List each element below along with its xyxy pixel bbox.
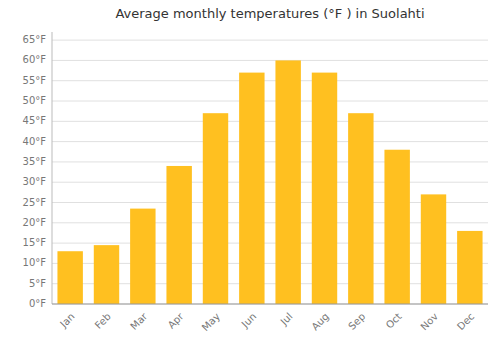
grid-line: [52, 182, 488, 183]
bar: [457, 231, 482, 304]
x-tick-label: Jun: [239, 311, 259, 331]
grid-line: [52, 304, 488, 305]
y-tick-label: 5°F: [29, 278, 46, 289]
grid-line: [52, 101, 488, 102]
bar: [57, 251, 82, 304]
x-tick-label: Jul: [278, 311, 295, 328]
x-tick-label: Apr: [166, 310, 187, 331]
y-tick-label: 10°F: [23, 257, 47, 268]
x-tick-label: Sep: [346, 311, 367, 332]
x-tick-label: Dec: [455, 311, 476, 332]
y-tick-labels: 0°F 5°F 10°F 15°F 20°F 25°F 30°F 35°F 40°F 45°F 50…: [23, 34, 47, 309]
grid-line: [52, 141, 488, 142]
title: Average monthly temperatures (°F ) in Su…: [115, 6, 424, 21]
y-axis-line: [52, 32, 53, 304]
x-tick-label: Feb: [93, 311, 113, 331]
y-tick-label: 35°F: [23, 156, 47, 167]
grid-line: [52, 60, 488, 61]
bar: [312, 73, 337, 304]
grid-line: [52, 40, 488, 41]
x-tick-labels: Jan Feb Mar Apr May Jun Jul Aug Sep Oct Nov Dec: [57, 310, 476, 333]
bar: [94, 245, 119, 304]
x-tick-label: Aug: [309, 311, 331, 333]
y-tick-label: 60°F: [23, 54, 47, 65]
y-tick-label: 30°F: [23, 176, 47, 187]
x-axis-line: [52, 304, 488, 305]
grid-line: [52, 80, 488, 81]
bar: [384, 150, 409, 304]
x-tick-label: Nov: [418, 311, 440, 333]
y-tick-label: 20°F: [23, 217, 47, 228]
grid-line: [52, 161, 488, 162]
bars: [57, 60, 482, 304]
grid-line: [52, 121, 488, 122]
bar: [239, 73, 264, 304]
y-tick-label: 45°F: [23, 115, 47, 126]
x-tick-label: Jan: [57, 311, 76, 330]
x-tick-label: Mar: [128, 310, 150, 332]
y-tick-label: 15°F: [23, 237, 47, 248]
page: {"chart_data": {"type": "bar", "title": …: [0, 0, 500, 350]
y-tick-label: 40°F: [23, 136, 47, 147]
bar: [275, 60, 300, 304]
y-tick-label: 25°F: [23, 197, 47, 208]
y-tick-label: 65°F: [23, 34, 47, 45]
bar: [421, 194, 446, 304]
grid: [52, 40, 488, 304]
x-tick-label: Oct: [384, 311, 404, 331]
y-tick-label: 0°F: [29, 298, 46, 309]
bar: [166, 166, 191, 304]
chart: 0°F 5°F 10°F 15°F 20°F 25°F 30°F 35°F 40°F 45°F 50…: [0, 0, 500, 350]
bar: [348, 113, 373, 304]
bar: [130, 209, 155, 304]
y-tick-label: 50°F: [23, 95, 47, 106]
y-tick-label: 55°F: [23, 75, 47, 86]
x-tick-label: May: [200, 311, 222, 333]
bar: [203, 113, 228, 304]
